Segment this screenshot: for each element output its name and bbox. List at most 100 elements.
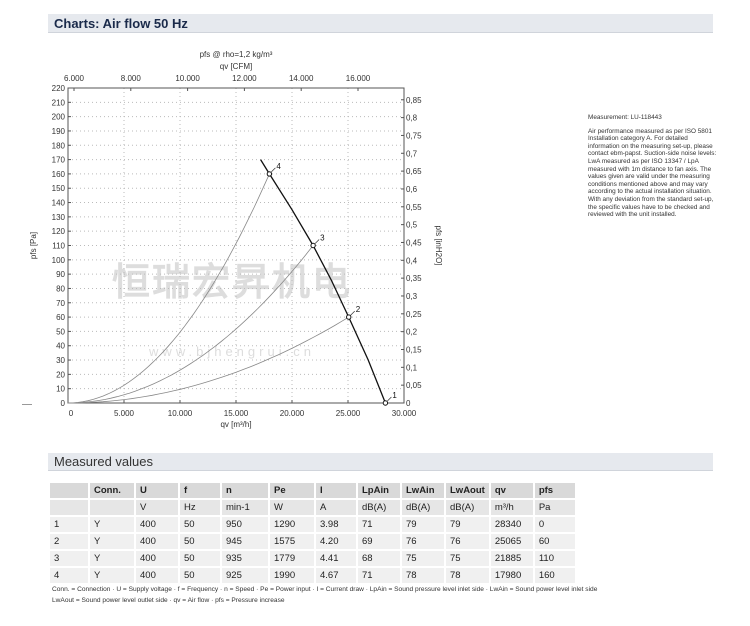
table-cell: 76 xyxy=(402,534,444,549)
table-cell: 75 xyxy=(402,551,444,566)
table-cell: 935 xyxy=(222,551,268,566)
table-cell: 50 xyxy=(180,568,220,583)
table-cell: 4.41 xyxy=(316,551,356,566)
y2-tick-label: 0,35 xyxy=(406,274,422,283)
point-leader xyxy=(271,167,276,173)
y-tick-label: 160 xyxy=(52,170,66,179)
table-cell: 4 xyxy=(50,568,88,583)
operating-point xyxy=(310,242,316,249)
y-tick-label: 90 xyxy=(56,270,65,279)
top-axis-label: qv [CFM] xyxy=(220,62,252,71)
top-tick-label: 10.000 xyxy=(175,74,200,83)
table-cell: 25065 xyxy=(490,534,533,549)
y-tick-label: 150 xyxy=(52,184,66,193)
table-cell: Y xyxy=(90,568,134,583)
table-cell: U xyxy=(136,483,178,498)
table-cell: 71 xyxy=(358,517,400,532)
operating-point xyxy=(266,171,273,177)
table-legend: Conn. = Connection · U = Supply voltage … xyxy=(52,584,742,606)
table-cell: 110 xyxy=(534,551,575,566)
y2-tick-label: 0,4 xyxy=(406,256,418,265)
top-tick-label: 12.000 xyxy=(232,74,257,83)
y-tick-label: 140 xyxy=(52,199,66,208)
table-cell: 1779 xyxy=(270,551,314,566)
top-tick-label: 14.000 xyxy=(289,74,314,83)
table-cell: Y xyxy=(90,517,134,532)
table-cell: 76 xyxy=(446,534,489,549)
table-cell: Conn. xyxy=(90,483,134,498)
y-axis-label: pfs [Pa] xyxy=(29,232,38,259)
system-curve xyxy=(67,245,314,404)
divider xyxy=(22,404,32,405)
y-tick-label: 200 xyxy=(52,113,66,122)
x-tick-label: 15.000 xyxy=(224,409,249,418)
watermark-cn: 恒瑞宏昇机电 xyxy=(112,262,352,304)
table-cell: 79 xyxy=(446,517,489,532)
table-cell xyxy=(50,500,88,515)
y2-tick-label: 0,75 xyxy=(406,131,422,140)
table-cell: dB(A) xyxy=(358,500,400,515)
y-tick-label: 100 xyxy=(52,256,66,265)
table-cell: 2 xyxy=(50,534,88,549)
table-cell: m³/h xyxy=(490,500,533,515)
y2-tick-label: 0,15 xyxy=(406,345,422,354)
measurement-id: Measurement: LU-118443 xyxy=(588,114,662,121)
legend-line-1: Conn. = Connection · U = Supply voltage … xyxy=(52,586,598,593)
y2-tick-label: 0,3 xyxy=(406,292,418,301)
y2-tick-label: 0,65 xyxy=(406,167,422,176)
y-tick-label: 0 xyxy=(61,399,66,408)
y-tick-label: 120 xyxy=(52,227,66,236)
y2-tick-label: 0,5 xyxy=(406,221,418,230)
table-row: 3 Y 400 50 935 1779 4.41 68 75 75 21885 110 xyxy=(50,551,575,566)
fan-curve xyxy=(260,159,387,404)
table-cell: 925 xyxy=(222,568,268,583)
table-cell: LwAin xyxy=(402,483,444,498)
y2-tick-label: 0,8 xyxy=(406,114,418,123)
y-tick-label: 50 xyxy=(56,327,65,336)
point-label: 1 xyxy=(392,391,397,400)
table-cell xyxy=(50,483,88,498)
point-leader xyxy=(350,310,355,316)
table-cell: Hz xyxy=(180,500,220,515)
measurement-note: Measurement: LU-118443 Air performance m… xyxy=(588,114,718,225)
top-tick-label: 6.000 xyxy=(64,74,85,83)
table-cell: 400 xyxy=(136,568,178,583)
table-cell: qv xyxy=(490,483,533,498)
y2-axis-label: pfs [inH2O] xyxy=(434,225,443,265)
table-cell: 60 xyxy=(534,534,575,549)
point-label: 2 xyxy=(356,305,361,314)
x-tick-label: 0 xyxy=(69,409,74,418)
air-flow-chart: 恒瑞宏昇机电www.bjhengrui.cn010203040506070809… xyxy=(29,50,443,429)
y-tick-label: 170 xyxy=(52,156,66,165)
table-cell: 17980 xyxy=(490,568,533,583)
point-label: 3 xyxy=(320,234,325,243)
table-cell: 3 xyxy=(50,551,88,566)
table-cell: Y xyxy=(90,551,134,566)
table-cell: min-1 xyxy=(222,500,268,515)
system-curve xyxy=(67,316,349,404)
table-cell: 400 xyxy=(136,551,178,566)
y-tick-label: 70 xyxy=(56,299,65,308)
point-leader xyxy=(387,396,392,402)
table-cell xyxy=(90,500,134,515)
table-cell: 75 xyxy=(446,551,489,566)
table-cell: Pe xyxy=(270,483,314,498)
table-cell: 50 xyxy=(180,551,220,566)
table-cell: 79 xyxy=(402,517,444,532)
legend-line-2: LwAout = Sound power level outlet side ·… xyxy=(52,597,285,604)
table-cell: 68 xyxy=(358,551,400,566)
table-cell: V xyxy=(136,500,178,515)
y-tick-label: 220 xyxy=(52,84,66,93)
point-label: 4 xyxy=(276,162,281,171)
x-tick-label: 25.000 xyxy=(336,409,361,418)
table-cell: pfs xyxy=(534,483,575,498)
table-cell: A xyxy=(316,500,356,515)
x-tick-label: 5.000 xyxy=(114,409,135,418)
top-tick-label: 8.000 xyxy=(121,74,142,83)
y-tick-label: 30 xyxy=(56,356,65,365)
table-cell: 28340 xyxy=(490,517,533,532)
y-tick-label: 10 xyxy=(56,385,65,394)
table-row: 4 Y 400 50 925 1990 4.67 71 78 78 17980 160 xyxy=(50,568,575,583)
